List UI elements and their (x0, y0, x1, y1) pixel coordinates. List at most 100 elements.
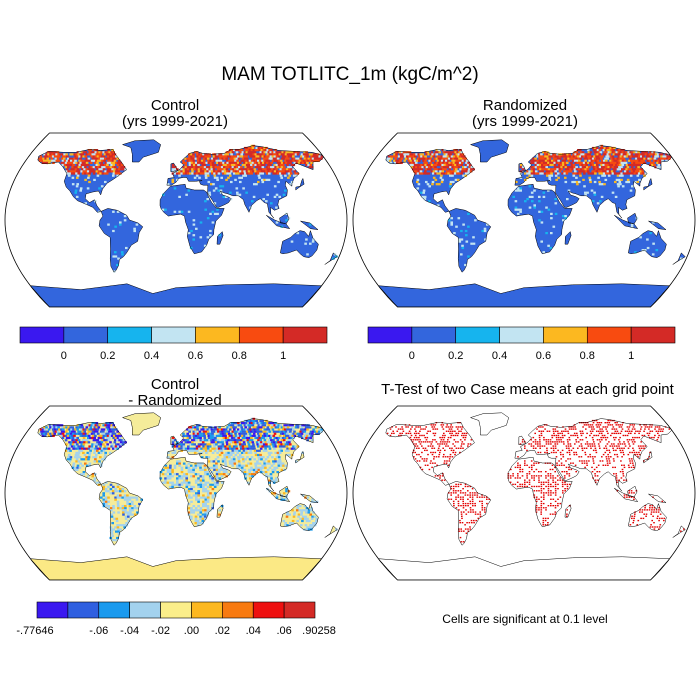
grid-cell (651, 151, 654, 154)
grid-cell (178, 483, 181, 486)
grid-cell (114, 490, 117, 493)
grid-cell (99, 439, 102, 442)
grid-cell (255, 155, 258, 158)
grid-cell (624, 172, 628, 175)
grid-cell (436, 464, 438, 466)
grid-cell (452, 168, 456, 171)
grid-cell (114, 251, 117, 254)
grid-cell (415, 170, 418, 173)
grid-cell (113, 434, 116, 438)
grid-cell (76, 441, 80, 444)
grid-cell (562, 490, 564, 492)
grid-cell (424, 447, 427, 449)
grid-cell (304, 428, 307, 431)
grid-cell (542, 426, 544, 428)
grid-cell (185, 490, 189, 493)
grid-cell (96, 174, 100, 177)
grid-cell (450, 434, 453, 437)
grid-cell (460, 151, 463, 154)
grid-cell (462, 157, 465, 160)
grid-cell (273, 155, 277, 158)
grid-cell (268, 434, 271, 438)
grid-cell (533, 462, 535, 464)
grid-cell (93, 449, 97, 452)
grid-cell (283, 172, 286, 175)
grid-cell (111, 168, 114, 171)
grid-cell (275, 151, 278, 154)
grid-cell (398, 151, 402, 154)
grid-cell (202, 153, 205, 156)
grid-cell (265, 443, 268, 446)
grid-cell (184, 434, 187, 438)
grid-cell (248, 447, 252, 450)
grid-cell (657, 163, 661, 167)
grid-cell (622, 473, 624, 475)
grid-cell (555, 434, 558, 437)
grid-cell (510, 468, 512, 471)
grid-cell (69, 434, 72, 438)
grid-cell (583, 166, 587, 169)
grid-cell (588, 176, 591, 179)
grid-cell (80, 443, 83, 446)
grid-cell (192, 432, 196, 435)
grid-cell (568, 475, 571, 477)
grid-cell (512, 483, 514, 486)
grid-cell (90, 155, 94, 158)
grid-cell (418, 168, 421, 171)
grid-cell (620, 161, 624, 165)
grid-cell (254, 157, 257, 160)
grid-cell (87, 176, 90, 179)
coastline-south-america (98, 208, 144, 273)
grid-cell (199, 462, 202, 465)
grid-cell (416, 445, 419, 447)
grid-cell (50, 424, 54, 427)
grid-cell (572, 153, 575, 156)
grid-cell (209, 234, 212, 237)
grid-cell (419, 443, 422, 445)
grid-cell (121, 253, 124, 256)
grid-cell (562, 155, 566, 158)
grid-cell (662, 428, 664, 430)
grid-cell (244, 149, 248, 152)
grid-cell (69, 426, 72, 429)
grid-cell (635, 451, 638, 454)
grid-cell (626, 426, 629, 428)
grid-cell (121, 507, 125, 510)
grid-cell (552, 477, 554, 479)
grid-cell (663, 157, 667, 160)
grid-cell (424, 168, 428, 171)
grid-cell (430, 424, 433, 426)
grid-cell (654, 426, 657, 428)
grid-cell (536, 161, 540, 165)
grid-cell (252, 159, 256, 162)
grid-cell (254, 430, 257, 433)
grid-cell (93, 477, 97, 480)
grid-cell (557, 161, 561, 165)
grid-cell (575, 439, 577, 441)
grid-cell (631, 168, 635, 171)
grid-cell (228, 456, 231, 459)
grid-cell (298, 159, 302, 162)
grid-cell (196, 428, 199, 431)
grid-cell (112, 436, 115, 440)
grid-cell (304, 524, 308, 527)
grid-cell (593, 428, 595, 430)
grid-cell (554, 466, 556, 469)
grid-cell (551, 161, 554, 165)
grid-cell (442, 441, 444, 443)
grid-cell (65, 436, 69, 440)
grid-cell (194, 515, 198, 518)
grid-cell (225, 157, 228, 160)
grid-cell (315, 157, 319, 160)
grid-cell (259, 434, 263, 438)
coastline-new-zealand (324, 252, 338, 265)
grid-cell (94, 161, 97, 165)
grid-cell (540, 157, 544, 160)
grid-cell (318, 428, 321, 431)
grid-cell (258, 163, 262, 167)
grid-cell (168, 477, 172, 480)
grid-cell (619, 432, 622, 435)
grid-cell (193, 449, 197, 452)
grid-cell (115, 161, 118, 165)
grid-cell (204, 168, 207, 171)
